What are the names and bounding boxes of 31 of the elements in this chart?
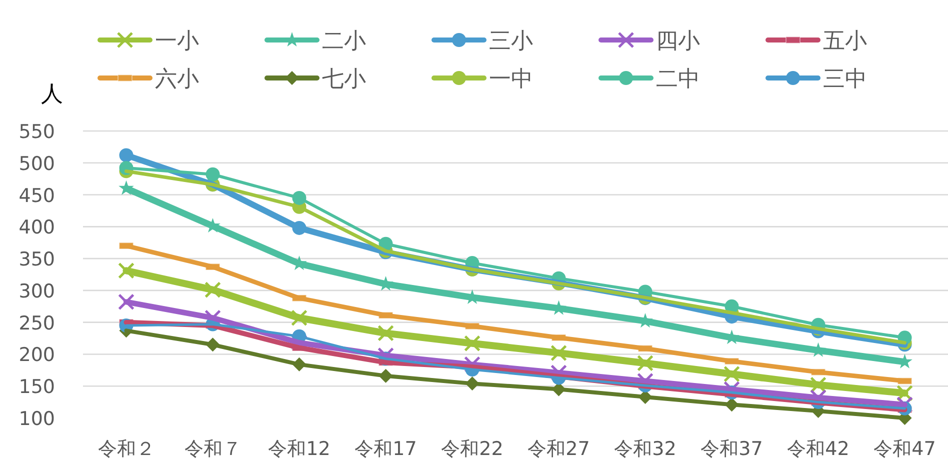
y-tick-label: 400 xyxy=(18,216,55,239)
legend-label: 三小 xyxy=(489,29,533,54)
x-tick-label: 令和47 xyxy=(874,438,936,460)
legend-label: 三中 xyxy=(823,67,867,92)
x-tick-label: 令和37 xyxy=(700,438,763,460)
y-axis-title: 人 xyxy=(41,82,63,107)
y-tick-label: 550 xyxy=(18,121,55,143)
legend-label: 七小 xyxy=(322,67,366,92)
y-tick-label: 100 xyxy=(18,408,55,430)
legend-label: 二小 xyxy=(322,29,366,54)
x-tick-label: 令和17 xyxy=(354,438,417,460)
y-tick-label: 200 xyxy=(18,344,55,366)
legend-label: 一中 xyxy=(489,67,533,92)
x-tick-label: 令和２ xyxy=(98,438,155,460)
x-tick-label: 令和22 xyxy=(441,438,504,460)
x-tick-label: 令和27 xyxy=(528,438,590,460)
legend-label: 五小 xyxy=(823,29,867,54)
x-tick-label: 令和７ xyxy=(184,438,242,460)
x-tick-label: 令和12 xyxy=(268,438,330,460)
legend-label: 六小 xyxy=(155,67,199,92)
y-tick-label: 350 xyxy=(18,248,55,271)
x-tick-label: 令和32 xyxy=(614,438,676,460)
y-tick-label: 450 xyxy=(18,184,55,207)
y-tick-label: 150 xyxy=(18,376,55,398)
legend-label: 二中 xyxy=(656,67,700,92)
y-tick-label: 500 xyxy=(18,152,55,175)
y-tick-label: 250 xyxy=(18,312,55,334)
legend-label: 一小 xyxy=(155,29,199,54)
x-tick-label: 令和42 xyxy=(787,438,850,460)
legend-label: 四小 xyxy=(656,29,700,54)
y-tick-label: 300 xyxy=(18,280,55,302)
